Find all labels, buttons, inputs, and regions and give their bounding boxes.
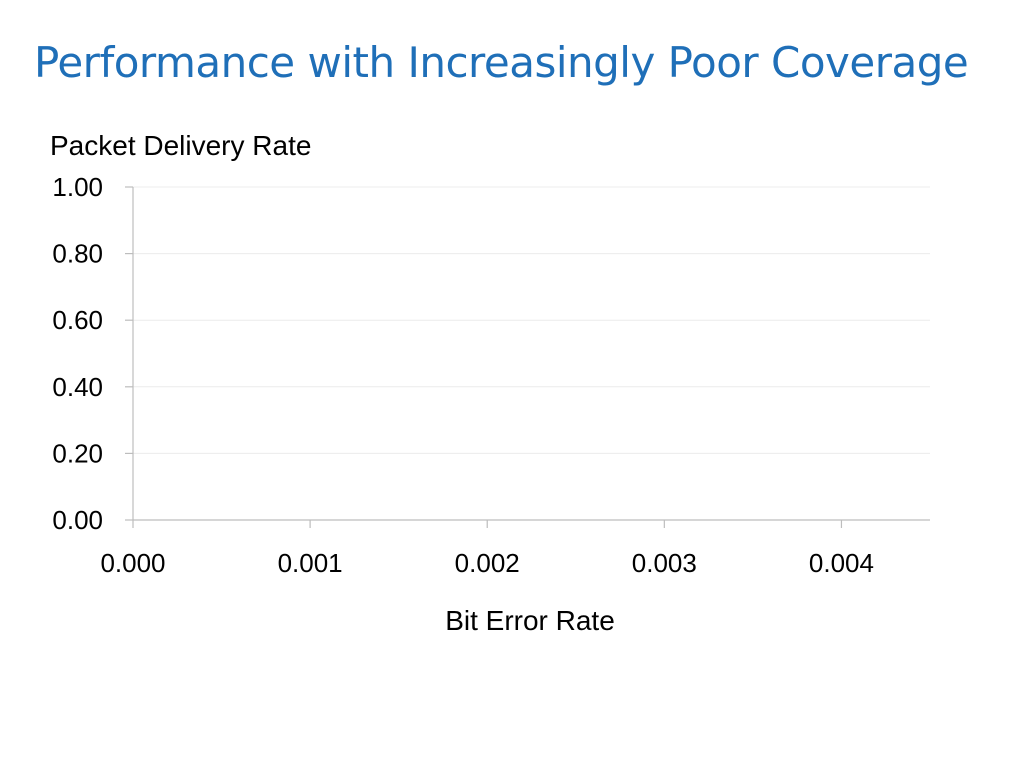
y-axis-title: Packet Delivery Rate bbox=[50, 130, 311, 161]
y-tick-label: 1.00 bbox=[52, 172, 103, 202]
x-tick-label: 0.000 bbox=[100, 548, 165, 578]
x-tick-label: 0.002 bbox=[455, 548, 520, 578]
y-tick-label: 0.20 bbox=[52, 438, 103, 468]
y-tick-label: 0.80 bbox=[52, 239, 103, 269]
y-tick-label: 0.00 bbox=[52, 505, 103, 535]
x-tick-label: 0.003 bbox=[632, 548, 697, 578]
y-tick-label: 0.60 bbox=[52, 305, 103, 335]
x-tick-label: 0.001 bbox=[278, 548, 343, 578]
y-tick-label: 0.40 bbox=[52, 372, 103, 402]
x-tick-label: 0.004 bbox=[809, 548, 874, 578]
slide-title: Performance with Increasingly Poor Cover… bbox=[34, 38, 969, 87]
x-axis-title: Bit Error Rate bbox=[445, 605, 615, 636]
